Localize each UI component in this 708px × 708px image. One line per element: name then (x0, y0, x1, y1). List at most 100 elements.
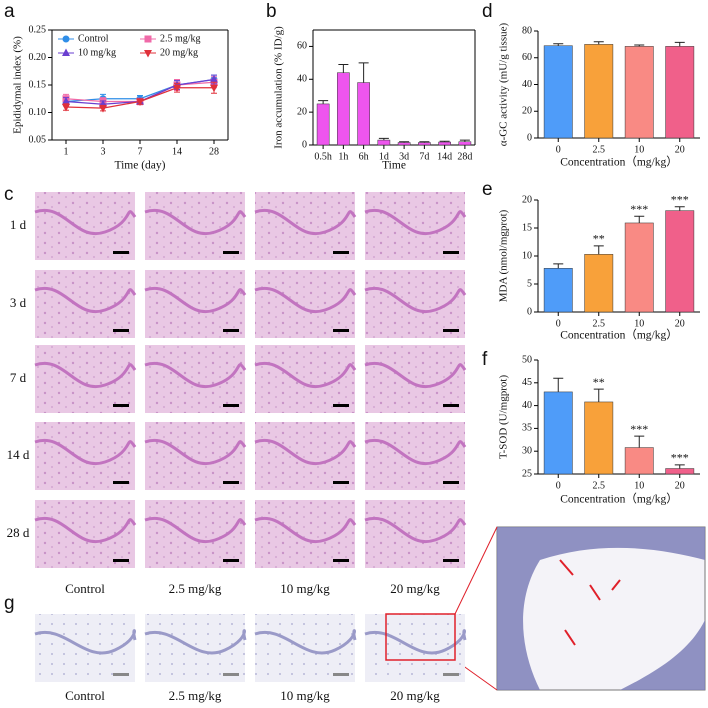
bar (624, 447, 654, 475)
x-tick-label: 0.5h (314, 151, 332, 162)
he-image (365, 270, 465, 338)
x-axis-label: Concentration（mg/kg） (560, 156, 678, 169)
y-tick-label: 40 (297, 74, 307, 85)
column-label: Control (65, 581, 105, 596)
y-tick-label: 50 (522, 354, 532, 365)
error-bar (593, 41, 604, 45)
scale-bar (333, 404, 349, 407)
scale-bar (113, 481, 129, 484)
column-label: 20 mg/kg (390, 688, 440, 703)
tissue-border (144, 516, 247, 544)
tissue-border (254, 629, 357, 655)
bar (543, 45, 573, 139)
column-label: 2.5 mg/kg (169, 581, 222, 596)
x-tick-label: 3 (101, 146, 106, 157)
bar (665, 46, 695, 139)
tissue-border (364, 629, 467, 655)
scale-bar (333, 481, 349, 484)
x-tick-label: 7d (419, 151, 429, 162)
row-label: 28 d (7, 525, 30, 540)
x-tick-label: 0 (556, 144, 561, 155)
he-image (145, 422, 245, 490)
error-bar (634, 215, 645, 223)
marker (210, 75, 218, 83)
panel-letter: g (4, 593, 15, 614)
zoom-inset (454, 526, 706, 691)
panel-letter: a (4, 1, 15, 22)
scale-bar (113, 404, 129, 407)
he-image (145, 345, 245, 413)
he-image (255, 192, 355, 260)
tissue-border (364, 361, 467, 389)
he-image (365, 422, 465, 490)
scale-bar (333, 559, 349, 562)
y-tick-label: 5 (527, 278, 532, 289)
error-bar (593, 245, 604, 255)
bar (316, 103, 330, 146)
x-tick-label: 10 (634, 480, 644, 491)
tissue-border (254, 438, 357, 466)
scale-bar (113, 673, 129, 676)
he-image (145, 500, 245, 568)
x-tick-label: 20 (675, 480, 685, 491)
column-label: 10 mg/kg (280, 581, 330, 596)
tissue-border (144, 286, 247, 314)
x-tick-label: 6h (359, 151, 369, 162)
scale-bar (223, 673, 239, 676)
legend-label: Control (78, 33, 109, 44)
legend-marker (62, 48, 70, 56)
y-tick-label: 0.15 (29, 79, 47, 90)
row-label: 3 d (10, 295, 27, 310)
x-axis-label: Time (day) (114, 160, 165, 172)
error-bar (553, 377, 564, 392)
x-tick-label: 1h (338, 151, 348, 162)
y-tick-label: 0 (527, 306, 532, 317)
error-bar (593, 388, 604, 402)
y-tick-label: 0 (302, 139, 307, 150)
tissue-border (34, 286, 137, 314)
scale-bar (223, 329, 239, 332)
column-label: 10 mg/kg (280, 688, 330, 703)
legend-label: 10 mg/kg (78, 47, 116, 58)
x-tick-label: 20 (675, 144, 685, 155)
error-bar (634, 435, 645, 448)
bar (665, 210, 695, 313)
legend-marker (62, 35, 70, 43)
bar (584, 401, 614, 475)
x-tick-label: 2.5 (593, 480, 606, 491)
x-tick-label: 3d (399, 151, 409, 162)
bar (584, 44, 614, 139)
x-tick-label: 7 (138, 146, 143, 157)
row-label: 1 d (10, 217, 27, 232)
tissue-border (34, 438, 137, 466)
scale-bar (443, 404, 459, 407)
y-tick-label: 25 (522, 468, 532, 479)
bar (543, 268, 573, 313)
tissue-border (34, 361, 137, 389)
y-tick-label: 0.25 (29, 24, 47, 35)
x-tick-label: 2.5 (593, 144, 606, 155)
zoom-box (385, 613, 456, 661)
scale-bar (333, 673, 349, 676)
legend-label: 20 mg/kg (160, 47, 198, 58)
panel-letter: b (266, 1, 277, 22)
scale-bar (113, 329, 129, 332)
y-tick-label: 60 (297, 41, 307, 52)
bar (458, 141, 472, 146)
panel-letter: c (4, 184, 14, 205)
tissue-border (364, 286, 467, 314)
y-tick-label: 30 (522, 445, 532, 456)
tissue-border (144, 361, 247, 389)
error-bar (634, 44, 645, 47)
he-image (365, 345, 465, 413)
y-tick-label: 40 (522, 79, 532, 90)
he-image (365, 500, 465, 568)
error-bar (378, 137, 389, 141)
scale-bar (333, 251, 349, 254)
x-tick-label: 20 (675, 318, 685, 329)
y-tick-label: 20 (522, 106, 532, 117)
marker (136, 98, 144, 106)
he-image (255, 345, 355, 413)
error-bar (674, 464, 685, 469)
